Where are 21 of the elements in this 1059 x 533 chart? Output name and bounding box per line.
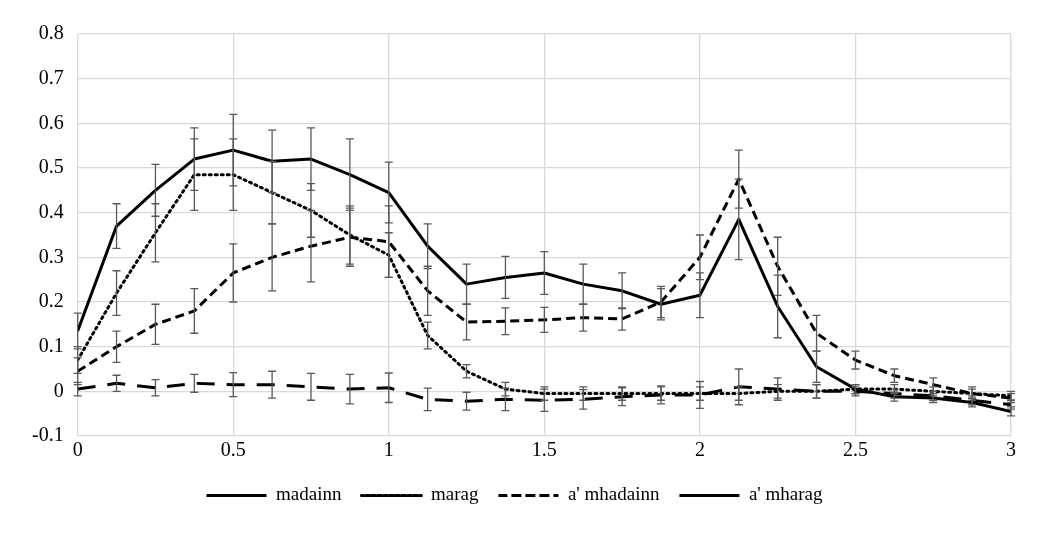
x-tick-label: 3	[1006, 438, 1016, 461]
x-tick-label: 0.5	[220, 438, 246, 461]
y-tick-label: 0	[53, 378, 64, 401]
y-tick-label: 0.6	[38, 110, 64, 133]
y-tick-label: 0.3	[38, 244, 64, 267]
legend-label: a' mhadainn	[567, 483, 660, 505]
legend-label: marag	[430, 483, 479, 505]
x-tick-label: 2	[694, 438, 705, 461]
x-tick-label: 1.5	[531, 438, 557, 461]
y-tick-label: 0.1	[38, 333, 64, 356]
x-tick-label: 0	[72, 438, 83, 461]
y-tick-label: 0.2	[38, 289, 64, 312]
x-tick-label: 1	[383, 438, 394, 461]
y-tick-label: 0.4	[38, 199, 64, 222]
y-tick-label: -0.1	[31, 423, 64, 446]
y-tick-label: 0.8	[38, 21, 64, 44]
legend-label: madainn	[276, 483, 342, 505]
y-tick-label: 0.5	[38, 155, 64, 178]
legend-label: a' mharag	[748, 483, 823, 505]
y-tick-label: 0.7	[38, 65, 64, 88]
x-tick-label: 2.5	[842, 438, 868, 461]
